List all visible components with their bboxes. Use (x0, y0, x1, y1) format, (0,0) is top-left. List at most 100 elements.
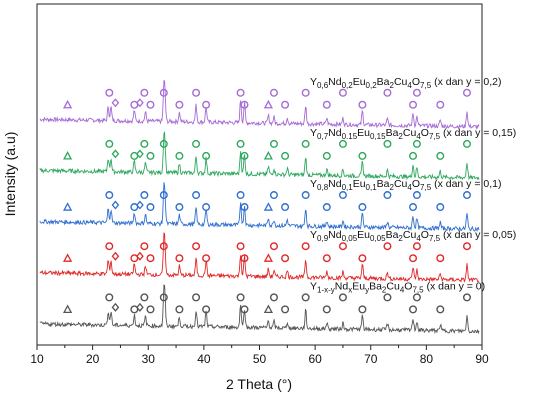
circle-marker (193, 243, 200, 250)
circle-marker (203, 204, 210, 211)
circle-marker (437, 306, 444, 313)
circle-marker (414, 294, 421, 301)
x-tick-label: 70 (364, 352, 378, 366)
triangle-marker (64, 255, 71, 261)
circle-marker (141, 243, 148, 250)
circle-marker (237, 294, 244, 301)
circle-marker (271, 89, 278, 96)
circle-marker (437, 255, 444, 262)
x-tick-label: 60 (308, 352, 322, 366)
triangle-marker (265, 306, 272, 313)
series-label-4: Y0,9Nd0,05Eu0,05Ba2Cu4O7,5 (x dan y = 0,… (310, 229, 516, 243)
circle-marker (359, 255, 366, 262)
triangle-marker (64, 204, 71, 211)
circle-marker (384, 192, 391, 199)
circle-marker (282, 153, 289, 160)
circle-marker (193, 294, 200, 301)
x-tick-label: 50 (253, 352, 267, 366)
circle-marker (324, 255, 331, 262)
series-label-3: Y0,8Nd0,1Eu0,1Ba2Cu4O7,5 (x dan y = 0,1) (310, 178, 501, 192)
circle-marker (147, 153, 154, 160)
circle-marker (193, 89, 200, 96)
circle-marker (384, 294, 391, 301)
circle-marker (324, 204, 331, 211)
circle-marker (141, 192, 148, 199)
circle-marker (237, 192, 244, 199)
circle-marker (414, 243, 421, 250)
circle-marker (410, 101, 417, 108)
circle-marker (147, 204, 154, 211)
circle-marker (302, 192, 309, 199)
circle-marker (324, 153, 331, 160)
circle-marker (282, 204, 289, 211)
circle-marker (237, 89, 244, 96)
circle-marker (340, 192, 347, 199)
circle-marker (414, 89, 421, 96)
circle-marker (176, 255, 183, 262)
triangle-marker (64, 101, 71, 108)
x-tick-label: 20 (86, 352, 100, 366)
circle-marker (176, 204, 183, 211)
circle-marker (464, 89, 471, 96)
diamond-marker (112, 304, 118, 311)
circle-marker (147, 306, 154, 313)
x-tick-label: 80 (420, 352, 434, 366)
diamond-marker (112, 253, 118, 260)
circle-marker (271, 243, 278, 250)
circle-marker (464, 141, 471, 148)
triangle-marker (265, 101, 272, 108)
circle-marker (340, 89, 347, 96)
circle-marker (414, 192, 421, 199)
circle-marker (359, 101, 366, 108)
diamond-marker (112, 202, 118, 209)
x-axis: 10 20 30 40 50 60 70 80 90 (30, 345, 489, 366)
circle-marker (410, 255, 417, 262)
x-tick-label: 40 (197, 352, 211, 366)
series-label-2: Y0,7Nd0.15Eu0,15Ba2Cu4O7,5 (x dan y = 0,… (310, 127, 516, 141)
series-label-5: Y1-x-yNdxEuyBa2Cu4O7,5 (x dan y = 0) (310, 280, 485, 294)
circle-marker (437, 153, 444, 160)
triangle-marker (265, 255, 272, 261)
circle-marker (271, 141, 278, 148)
circle-marker (464, 294, 471, 301)
y-axis-title: Intensity (a.u) (2, 132, 18, 217)
circle-marker (176, 101, 183, 108)
circle-marker (414, 141, 421, 148)
triangle-marker (64, 152, 71, 159)
circle-marker (324, 101, 331, 108)
circle-marker (237, 243, 244, 250)
triangle-marker (265, 204, 272, 211)
circle-marker (271, 294, 278, 301)
circle-marker (302, 243, 309, 250)
circle-marker (106, 141, 113, 148)
circle-marker (147, 255, 154, 262)
circle-marker (271, 192, 278, 199)
circle-marker (359, 306, 366, 313)
x-axis-title: 2 Theta (°) (226, 376, 292, 392)
series-line-2 (40, 133, 479, 180)
circle-marker (141, 141, 148, 148)
circle-marker (359, 204, 366, 211)
x-tick-label: 10 (30, 352, 44, 366)
circle-marker (141, 294, 148, 301)
circle-marker (176, 306, 183, 313)
circle-marker (106, 243, 113, 250)
circle-marker (282, 101, 289, 108)
series-line-1 (40, 81, 479, 129)
circle-marker (384, 141, 391, 148)
circle-marker (410, 204, 417, 211)
circle-marker (324, 306, 331, 313)
circle-marker (464, 243, 471, 250)
triangle-marker (64, 306, 71, 313)
circle-marker (340, 294, 347, 301)
circle-marker (384, 89, 391, 96)
circle-marker (359, 153, 366, 160)
circle-marker (193, 141, 200, 148)
circle-marker (437, 101, 444, 108)
circle-marker (106, 89, 113, 96)
circle-marker (302, 89, 309, 96)
circle-marker (193, 192, 200, 199)
circle-marker (176, 153, 183, 160)
circle-marker (282, 306, 289, 313)
